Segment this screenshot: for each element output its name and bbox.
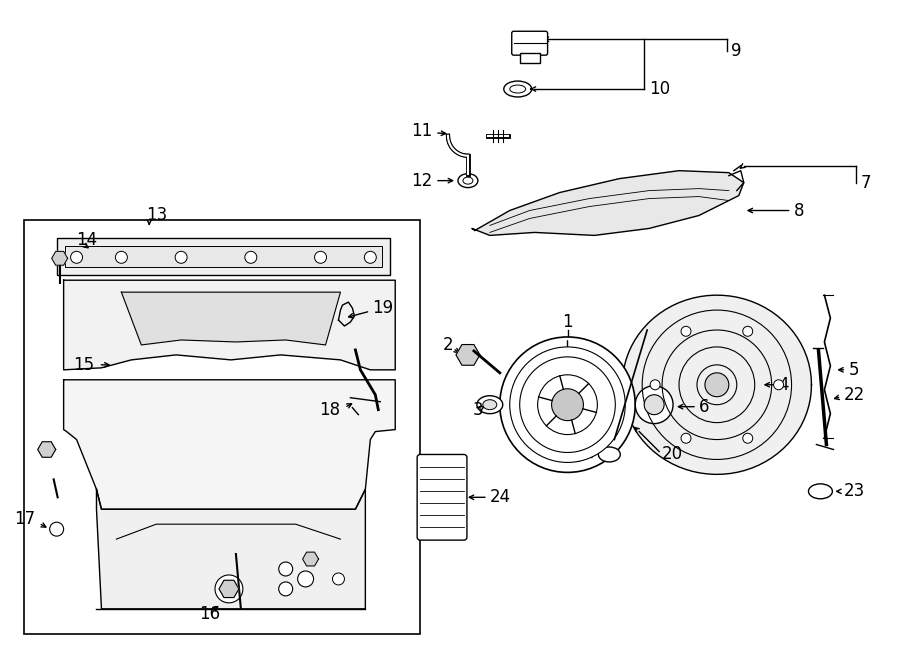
Text: 16: 16 bbox=[199, 605, 220, 623]
Circle shape bbox=[215, 575, 243, 603]
Polygon shape bbox=[302, 552, 319, 566]
Text: 3: 3 bbox=[472, 401, 483, 418]
Text: 17: 17 bbox=[14, 510, 36, 528]
Circle shape bbox=[315, 251, 327, 263]
Text: 2: 2 bbox=[443, 336, 454, 354]
Polygon shape bbox=[64, 380, 395, 509]
Bar bbox=[519, 53, 540, 63]
Ellipse shape bbox=[598, 447, 620, 462]
Text: 14: 14 bbox=[76, 231, 98, 249]
Circle shape bbox=[650, 380, 660, 390]
Circle shape bbox=[500, 337, 635, 473]
Polygon shape bbox=[38, 442, 56, 457]
Text: 8: 8 bbox=[794, 202, 804, 219]
Text: 19: 19 bbox=[373, 299, 393, 317]
FancyBboxPatch shape bbox=[417, 455, 467, 540]
Text: 23: 23 bbox=[843, 483, 865, 500]
Bar bbox=[57, 239, 391, 275]
Circle shape bbox=[552, 389, 583, 420]
Text: 5: 5 bbox=[849, 361, 859, 379]
Text: 7: 7 bbox=[860, 174, 871, 192]
Text: 9: 9 bbox=[731, 42, 742, 60]
Bar bbox=[23, 221, 420, 634]
Circle shape bbox=[681, 327, 691, 336]
Circle shape bbox=[279, 562, 292, 576]
Ellipse shape bbox=[458, 174, 478, 188]
Text: 4: 4 bbox=[778, 375, 789, 394]
Polygon shape bbox=[64, 280, 395, 370]
Polygon shape bbox=[456, 344, 480, 366]
Circle shape bbox=[50, 522, 64, 536]
Ellipse shape bbox=[483, 400, 497, 410]
Circle shape bbox=[742, 327, 752, 336]
Circle shape bbox=[245, 251, 256, 263]
Circle shape bbox=[537, 375, 598, 434]
Circle shape bbox=[681, 433, 691, 444]
Circle shape bbox=[519, 357, 616, 453]
Text: 6: 6 bbox=[699, 398, 709, 416]
Polygon shape bbox=[622, 295, 812, 475]
Circle shape bbox=[298, 571, 313, 587]
Polygon shape bbox=[96, 489, 365, 609]
Text: 18: 18 bbox=[320, 401, 340, 418]
Circle shape bbox=[176, 251, 187, 263]
Ellipse shape bbox=[504, 81, 532, 97]
Text: 22: 22 bbox=[843, 386, 865, 404]
Circle shape bbox=[115, 251, 128, 263]
Text: 15: 15 bbox=[74, 356, 94, 374]
Text: 10: 10 bbox=[649, 80, 670, 98]
Text: 24: 24 bbox=[490, 488, 511, 506]
Text: 11: 11 bbox=[410, 122, 432, 140]
Circle shape bbox=[774, 380, 784, 390]
Circle shape bbox=[509, 347, 626, 463]
Circle shape bbox=[332, 573, 345, 585]
Polygon shape bbox=[122, 292, 340, 345]
Ellipse shape bbox=[463, 177, 473, 184]
Bar bbox=[65, 247, 382, 267]
Text: 13: 13 bbox=[147, 206, 167, 225]
Ellipse shape bbox=[509, 85, 526, 93]
Circle shape bbox=[742, 433, 752, 444]
Circle shape bbox=[705, 373, 729, 397]
Polygon shape bbox=[219, 580, 238, 598]
Text: 1: 1 bbox=[562, 313, 572, 331]
Circle shape bbox=[70, 251, 83, 263]
FancyBboxPatch shape bbox=[512, 31, 547, 55]
Ellipse shape bbox=[644, 395, 664, 414]
Polygon shape bbox=[472, 171, 743, 235]
Text: 21: 21 bbox=[562, 448, 582, 467]
Circle shape bbox=[279, 582, 292, 596]
Ellipse shape bbox=[477, 396, 503, 414]
Text: 12: 12 bbox=[410, 172, 432, 190]
Circle shape bbox=[364, 251, 376, 263]
Ellipse shape bbox=[635, 386, 673, 424]
Polygon shape bbox=[51, 251, 68, 265]
Text: 20: 20 bbox=[662, 446, 683, 463]
Ellipse shape bbox=[808, 484, 833, 499]
